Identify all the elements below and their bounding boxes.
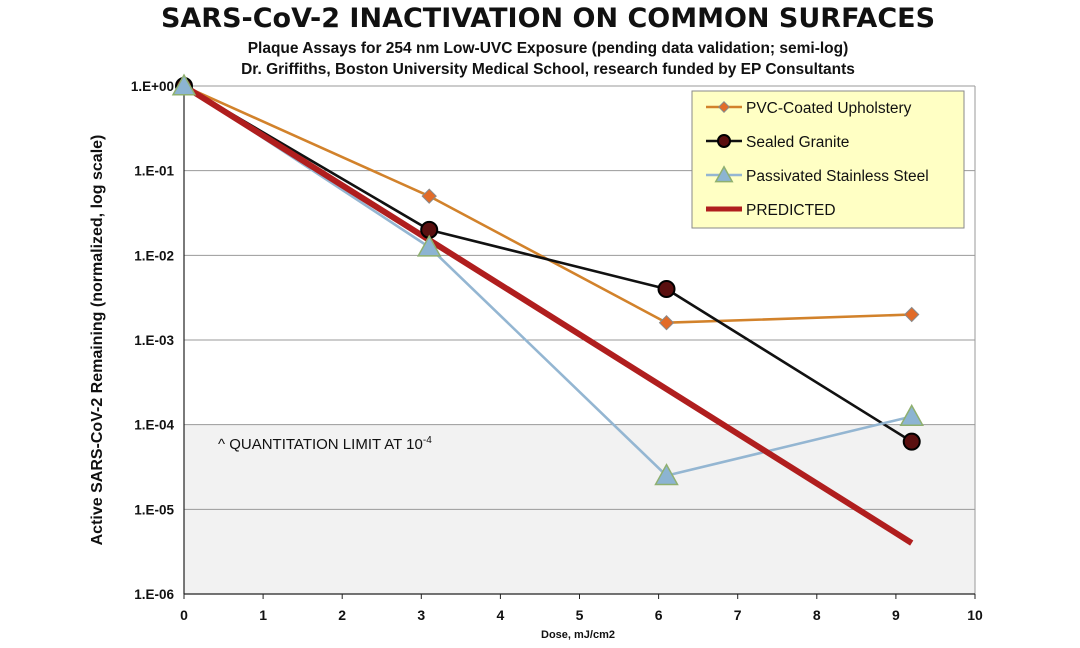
series-2-point bbox=[899, 403, 924, 427]
y-tick-label: 1.E+00 bbox=[131, 79, 174, 94]
series-0-point bbox=[904, 306, 920, 323]
chart-subtitle-line-2: Dr. Griffiths, Boston University Medical… bbox=[241, 61, 855, 78]
series-line-3 bbox=[182, 83, 914, 546]
x-tick-label: 2 bbox=[338, 607, 346, 623]
series-0-point bbox=[421, 188, 437, 204]
series-2-point bbox=[171, 73, 197, 96]
y-tick-label: 1.E-03 bbox=[134, 333, 174, 348]
x-tick-label: 1 bbox=[259, 607, 267, 623]
plot-area: 1.E+00 1.E-01 1.E-02 1.E-03 1.E-04 1.E-05 1.E-… bbox=[131, 73, 983, 623]
legend-label: Sealed Granite bbox=[746, 134, 849, 151]
legend-label: Passivated Stainless Steel bbox=[746, 168, 929, 185]
y-tick-label: 1.E-06 bbox=[134, 587, 174, 602]
y-tick-label: 1.E-02 bbox=[134, 248, 174, 263]
quantitation-limit-annotation: ^ QUANTITATION LIMIT AT 10-4 bbox=[218, 435, 432, 453]
legend-swatch-marker bbox=[718, 101, 730, 113]
legend-swatch-marker bbox=[714, 165, 734, 183]
x-tick-label: 6 bbox=[655, 607, 663, 623]
legend-box bbox=[691, 90, 965, 229]
y-tick-label: 1.E-05 bbox=[134, 502, 174, 517]
series-1-point bbox=[657, 280, 676, 299]
y-axis-label: Active SARS-CoV-2 Remaining (normalized,… bbox=[89, 135, 106, 546]
legend: PVC-Coated Upholstery Sealed Granite Passi… bbox=[691, 90, 965, 229]
x-tick-label: 9 bbox=[892, 607, 900, 623]
series-2-point bbox=[416, 234, 442, 257]
series-2-point bbox=[654, 463, 679, 486]
y-tick-label: 1.E-01 bbox=[134, 164, 174, 179]
x-tick-label: 8 bbox=[813, 607, 821, 623]
quantitation-limit-exponent: -4 bbox=[423, 435, 432, 446]
quantitation-limit-text: ^ QUANTITATION LIMIT AT 10 bbox=[218, 436, 423, 453]
legend-swatch-marker bbox=[717, 134, 731, 148]
x-tick-label: 10 bbox=[967, 607, 983, 623]
chart-subtitle-line-1: Plaque Assays for 254 nm Low-UVC Exposur… bbox=[248, 40, 849, 57]
x-tick-label: 5 bbox=[576, 607, 584, 623]
y-tick-label: 1.E-04 bbox=[134, 418, 174, 433]
x-tick-label: 4 bbox=[497, 607, 505, 623]
legend-label: PVC-Coated Upholstery bbox=[746, 100, 912, 117]
chart-title: SARS-CoV-2 INACTIVATION ON COMMON SURFAC… bbox=[161, 3, 935, 34]
legend-label: PREDICTED bbox=[746, 202, 836, 219]
series-line-2 bbox=[183, 84, 913, 477]
series-1-point bbox=[902, 432, 921, 451]
x-tick-label: 7 bbox=[734, 607, 742, 623]
x-tick-label: 3 bbox=[417, 607, 425, 623]
series-line-1 bbox=[183, 84, 913, 443]
x-axis-label: Dose, mJ/cm2 bbox=[541, 629, 615, 641]
x-tick-label: 0 bbox=[180, 607, 188, 623]
series-0-point bbox=[658, 315, 675, 331]
